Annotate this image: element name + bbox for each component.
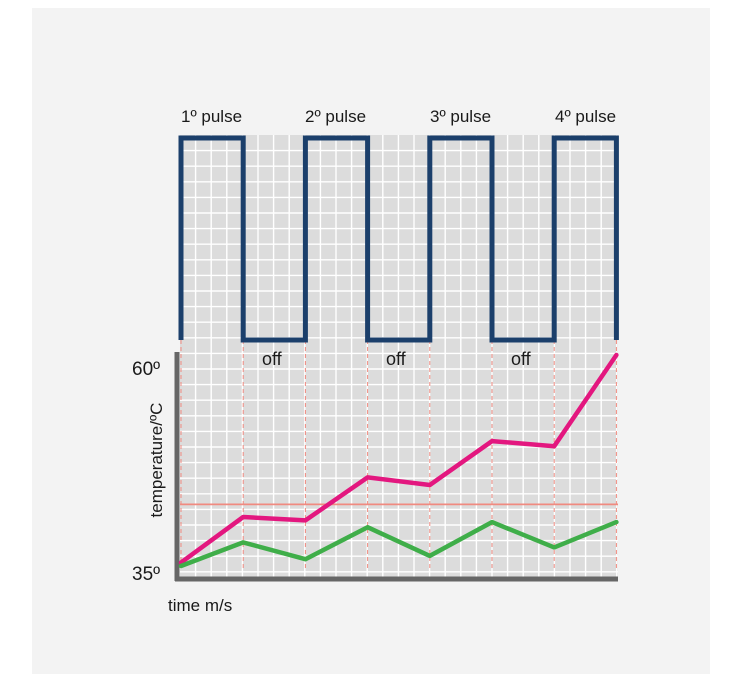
pulse-label-4: 4º pulse [555,107,616,126]
y-tick-bottom: 35º [132,564,160,585]
x-axis-label: time m/s [168,596,232,615]
pulse-label-1: 1º pulse [181,107,242,126]
pulse-waveform [178,135,619,343]
pulse-layer [178,135,619,343]
series-line-2 [178,519,619,569]
axes [174,352,618,582]
pulse-label-2: 2º pulse [305,107,366,126]
series-line-1 [178,352,619,565]
pulse-label-3: 3º pulse [430,107,491,126]
guide-layer [180,340,618,568]
off-label-3: off [511,349,532,369]
off-label-1: off [262,349,283,369]
pulse-labels: 1º pulse 2º pulse 3º pulse 4º pulse [181,107,616,126]
y-tick-top: 60º [132,359,160,380]
off-labels: off off off [262,349,532,369]
series-layer [178,352,619,569]
off-label-2: off [386,349,407,369]
y-axis-label: temperature/ºC [147,403,166,518]
